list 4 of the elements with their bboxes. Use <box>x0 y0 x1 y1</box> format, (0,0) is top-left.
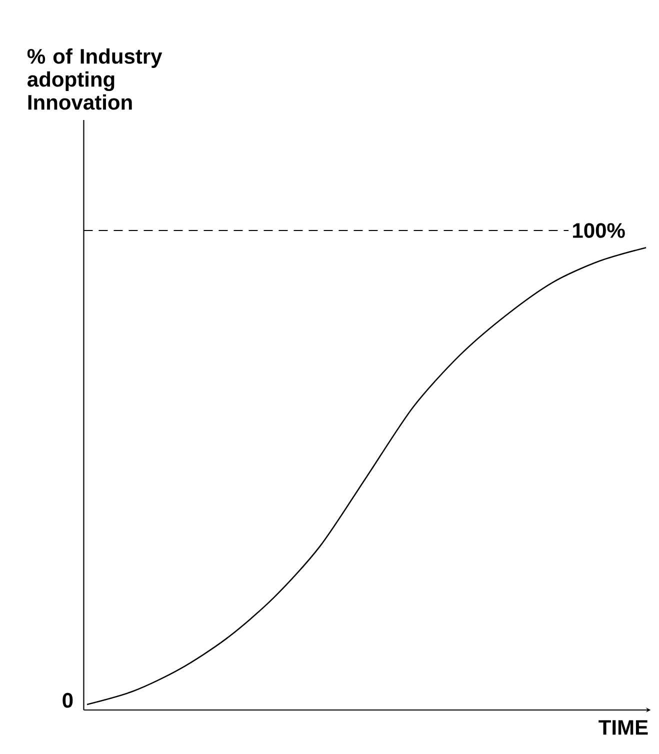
x-axis-title: TIME <box>598 720 648 735</box>
text: % of Industry adopting Innovation <box>27 48 162 110</box>
text: 0 <box>62 692 73 708</box>
text: 100% <box>573 223 625 238</box>
